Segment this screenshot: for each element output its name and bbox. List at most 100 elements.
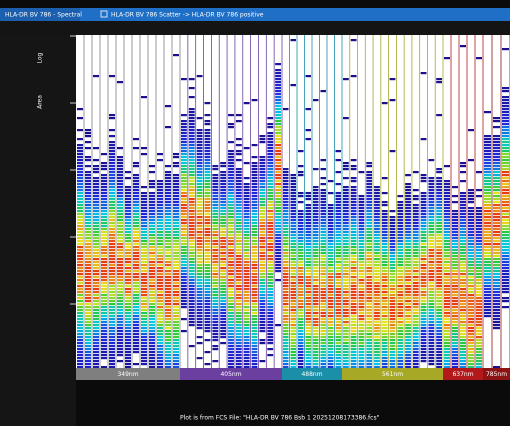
heat-cell bbox=[259, 270, 266, 273]
heat-cell bbox=[173, 282, 179, 285]
heat-cell bbox=[188, 177, 195, 180]
heat-cell bbox=[101, 153, 107, 156]
heat-cell bbox=[173, 216, 179, 219]
heat-cell bbox=[397, 357, 404, 360]
heat-cell bbox=[85, 132, 91, 135]
heat-cell bbox=[313, 354, 319, 357]
heat-cell bbox=[381, 237, 388, 240]
heat-cell bbox=[133, 309, 139, 312]
heat-cell bbox=[444, 288, 450, 291]
heat-cell bbox=[117, 180, 123, 183]
heat-cell bbox=[259, 213, 266, 216]
heat-cell bbox=[493, 255, 500, 258]
heat-cell bbox=[212, 204, 219, 207]
heat-cell bbox=[290, 321, 296, 324]
heat-cell bbox=[428, 243, 435, 246]
heat-cell bbox=[290, 231, 296, 234]
heat-cell bbox=[212, 294, 219, 297]
heat-cell bbox=[350, 192, 357, 195]
tab-label[interactable]: HLA-DR BV 786 - Spectral bbox=[5, 12, 82, 19]
heat-cell bbox=[157, 294, 163, 297]
heat-cell bbox=[366, 348, 373, 351]
heat-cell bbox=[196, 195, 203, 198]
heat-cell bbox=[320, 345, 326, 348]
tab[interactable] bbox=[0, 8, 80, 21]
heat-cell bbox=[251, 345, 258, 348]
heat-cell bbox=[493, 282, 500, 285]
heat-cell bbox=[436, 195, 442, 198]
heat-cell bbox=[228, 345, 234, 348]
heat-cell bbox=[366, 333, 373, 336]
heat-cell bbox=[275, 120, 281, 123]
heat-cell bbox=[220, 216, 227, 219]
heat-cell bbox=[452, 279, 458, 282]
heat-cell bbox=[251, 258, 258, 261]
heat-cell bbox=[313, 327, 319, 330]
heat-cell bbox=[275, 279, 281, 282]
heat-cell bbox=[444, 279, 450, 282]
heat-cell bbox=[220, 174, 227, 177]
heat-cell bbox=[204, 171, 211, 174]
heat-cell bbox=[228, 180, 234, 183]
heat-cell bbox=[101, 306, 107, 309]
heat-cell bbox=[484, 201, 491, 204]
heat-cell bbox=[188, 219, 195, 222]
heat-cell bbox=[228, 204, 234, 207]
heat-cell bbox=[275, 90, 281, 93]
heat-cell bbox=[267, 249, 274, 252]
heat-cell bbox=[493, 216, 500, 219]
heat-cell bbox=[157, 225, 163, 228]
heat-cell bbox=[133, 183, 139, 186]
heat-cell bbox=[117, 189, 123, 192]
heat-cell bbox=[468, 252, 474, 255]
heat-cell bbox=[412, 294, 419, 297]
heat-cell bbox=[493, 312, 500, 315]
heat-cell bbox=[460, 252, 466, 255]
heat-cell bbox=[313, 198, 319, 201]
heat-cell bbox=[397, 270, 404, 273]
heat-cell bbox=[204, 174, 211, 177]
heat-cell bbox=[320, 243, 326, 246]
heat-cell bbox=[436, 327, 442, 330]
heat-cell bbox=[77, 204, 83, 207]
heat-cell bbox=[493, 297, 500, 300]
heat-cell bbox=[259, 264, 266, 267]
heat-cell bbox=[335, 159, 341, 162]
heat-cell bbox=[275, 72, 281, 75]
heat-cell bbox=[290, 297, 296, 300]
heat-cell bbox=[165, 231, 171, 234]
heat-cell bbox=[228, 114, 234, 117]
heat-cell bbox=[188, 150, 195, 153]
heat-cell bbox=[358, 204, 365, 207]
heat-cell bbox=[85, 324, 91, 327]
heat-cell bbox=[117, 333, 123, 336]
heat-cell bbox=[85, 192, 91, 195]
heat-cell bbox=[117, 330, 123, 333]
heat-cell bbox=[188, 117, 195, 120]
heat-cell bbox=[109, 264, 115, 267]
heat-cell bbox=[298, 228, 304, 231]
heat-cell bbox=[350, 321, 357, 324]
heat-cell bbox=[251, 363, 258, 366]
heat-cell bbox=[243, 147, 250, 150]
heat-cell bbox=[436, 213, 442, 216]
heat-cell bbox=[374, 306, 380, 309]
heat-cell bbox=[251, 330, 258, 333]
heat-cell bbox=[85, 285, 91, 288]
heat-cell bbox=[412, 189, 419, 192]
heat-cell bbox=[275, 69, 281, 72]
heat-cell bbox=[188, 318, 195, 321]
tab-label[interactable]: HLA-DR BV 786 Scatter -> HLA-DR BV 786 p… bbox=[111, 12, 264, 19]
heat-cell bbox=[141, 240, 147, 243]
heat-cell bbox=[196, 180, 203, 183]
heat-cell bbox=[188, 180, 195, 183]
heat-cell bbox=[141, 228, 147, 231]
heat-cell bbox=[117, 81, 123, 84]
heat-cell bbox=[267, 216, 274, 219]
heat-cell bbox=[358, 309, 365, 312]
heat-cell bbox=[502, 237, 509, 240]
heat-cell bbox=[350, 207, 357, 210]
heat-cell bbox=[275, 105, 281, 108]
heat-cell bbox=[196, 129, 203, 132]
heat-cell bbox=[405, 324, 411, 327]
